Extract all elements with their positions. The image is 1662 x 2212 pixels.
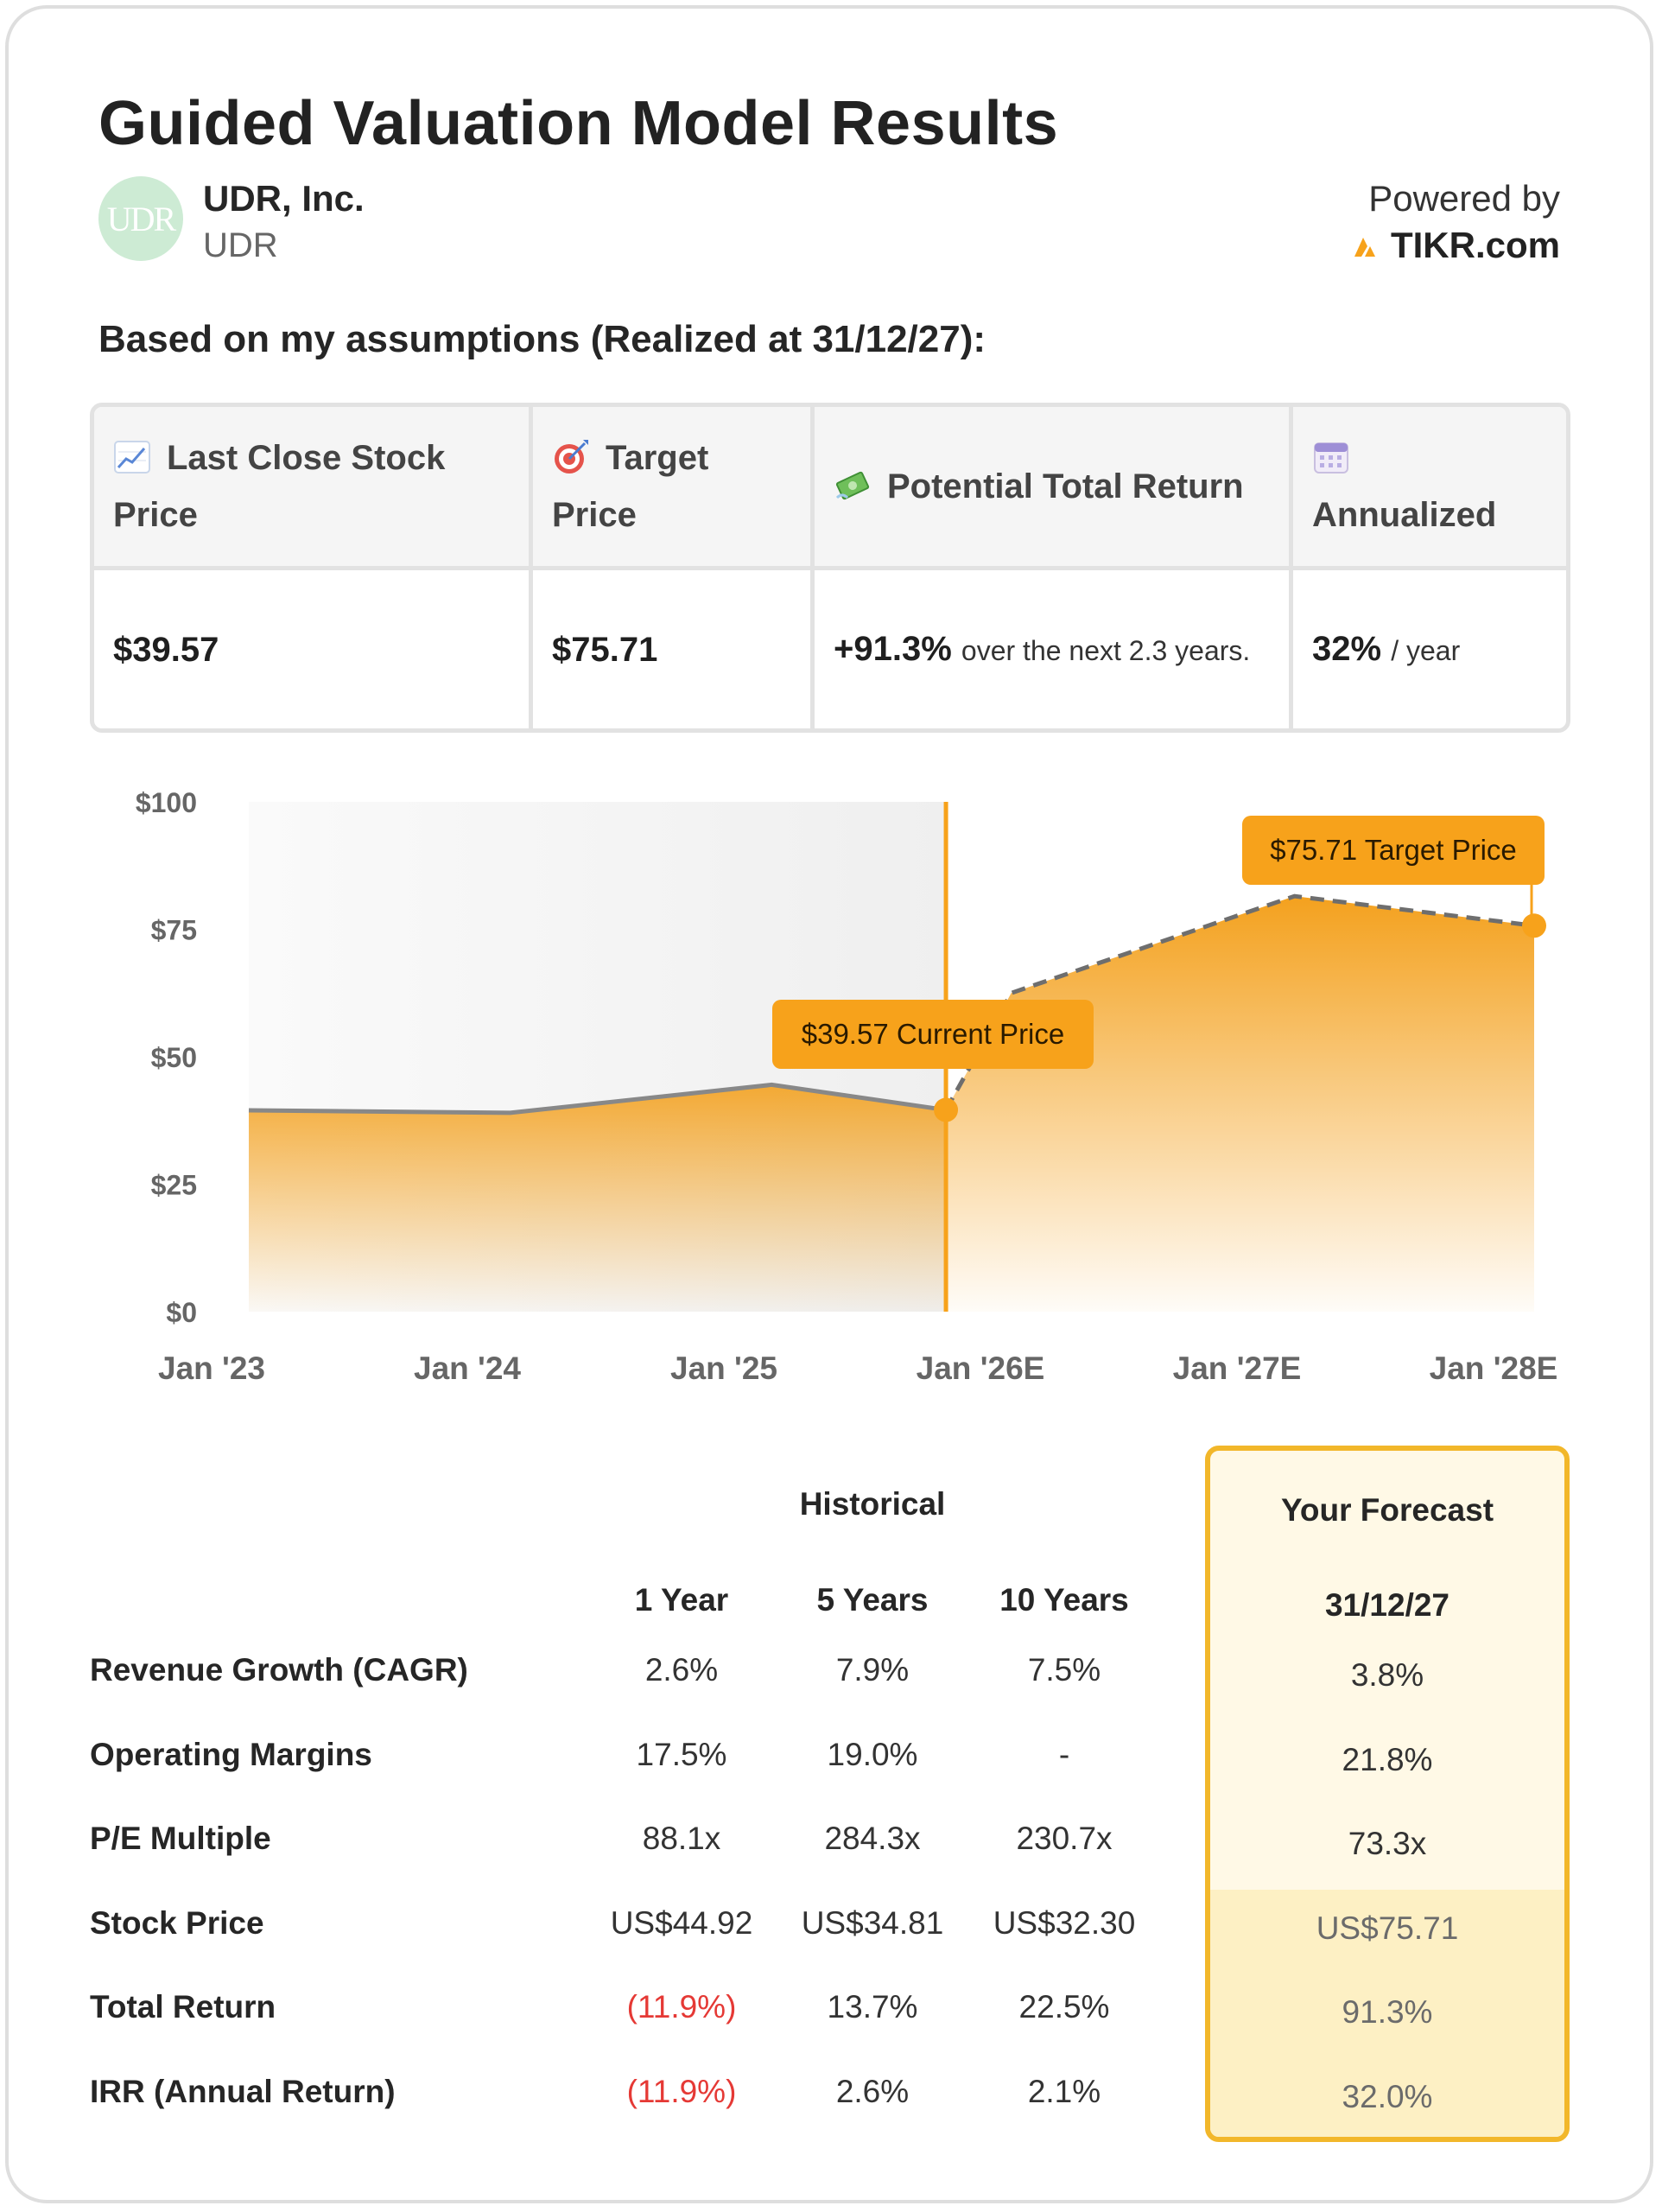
table-cell: 2.6% <box>644 1652 719 1688</box>
forecast-cell: 73.3x <box>1348 1826 1427 1861</box>
target-price-point <box>1522 913 1546 938</box>
summary-header-target-label: Target Price <box>552 439 709 534</box>
company-logo-text: UDR <box>106 199 176 238</box>
current-price-label-box <box>772 1000 1094 1069</box>
company-ticker: UDR <box>203 226 278 264</box>
annualized-unit: / year <box>1391 634 1461 666</box>
summary-header-last-close: Last Close Stock Price <box>94 407 533 570</box>
column-header: 10 Years <box>999 1582 1129 1618</box>
current-price-label: $39.57 Current Price <box>802 1018 1065 1050</box>
powered-by-label: Powered by <box>1368 178 1560 219</box>
target-price-value: $75.71 <box>533 570 815 728</box>
table-cell: 2.1% <box>1027 2073 1101 2109</box>
table-cell: 22.5% <box>1018 1989 1110 2024</box>
row-label: Revenue Growth (CAGR) <box>90 1652 468 1688</box>
y-tick-label: $50 <box>151 1042 197 1073</box>
assumptions-subtitle: Based on my assumptions (Realized at 31/… <box>98 318 986 360</box>
row-label: P/E Multiple <box>90 1821 271 1856</box>
summary-header-total-return: Potential Total Return <box>815 407 1293 570</box>
y-tick-label: $100 <box>136 787 197 818</box>
table-cell: 230.7x <box>1016 1821 1113 1856</box>
total-return-cell: +91.3% over the next 2.3 years. <box>815 570 1293 728</box>
table-cell: US$44.92 <box>610 1904 753 1941</box>
money-with-wings-icon <box>835 471 870 500</box>
y-tick-label: $25 <box>151 1170 197 1201</box>
column-header: 1 Year <box>634 1582 729 1618</box>
row-label: Stock Price <box>90 1904 264 1941</box>
forecast-panel-highlight <box>1210 1890 1564 2137</box>
y-tick-label: $0 <box>166 1297 197 1328</box>
table-cell: 19.0% <box>827 1736 918 1772</box>
row-label: Total Return <box>90 1989 276 2024</box>
forecast-cell: 91.3% <box>1342 1994 1433 2030</box>
forecast-date-header: 31/12/27 <box>1324 1587 1450 1623</box>
forecast-cell: 3.8% <box>1350 1657 1424 1693</box>
table-cell: US$32.30 <box>993 1904 1136 1941</box>
calendar-icon <box>1314 442 1348 474</box>
target-price-label-box <box>1242 816 1545 885</box>
powered-by-brand[interactable]: TIKR.com <box>1353 225 1560 266</box>
x-tick-label: Jan '24 <box>414 1351 521 1386</box>
forecast-header: Your Forecast <box>1280 1492 1494 1528</box>
forecast-cell: 32.0% <box>1342 2078 1433 2114</box>
summary-table: Last Close Stock Price Target Price Pote… <box>90 403 1570 733</box>
table-cell: - <box>1058 1736 1070 1772</box>
summary-header-annualized: Annualized <box>1293 407 1566 570</box>
price-chart-svg: $100 $75 $50 $25 $0 Jan '23 Jan '24 Jan '25 Jan … <box>136 787 1558 1386</box>
target-icon <box>555 440 588 474</box>
company-name: UDR, Inc. <box>203 178 365 219</box>
table-cell: 7.9% <box>835 1652 910 1688</box>
table-cell: 7.5% <box>1027 1652 1101 1688</box>
forecast-area <box>946 896 1534 1312</box>
table-cell: 13.7% <box>827 1989 918 2024</box>
row-label: IRR (Annual Return) <box>90 2073 396 2109</box>
summary-header-total-return-label: Potential Total Return <box>887 467 1244 505</box>
current-price-point <box>934 1097 959 1122</box>
forecast-panel <box>1205 1446 1570 2142</box>
summary-header-target: Target Price <box>533 407 815 570</box>
x-tick-label: Jan '25 <box>670 1351 777 1386</box>
table-cell: 88.1x <box>642 1821 721 1856</box>
total-return-text: over the next 2.3 years. <box>961 634 1251 666</box>
total-return-value: +91.3% <box>834 629 952 668</box>
table-cell: US$34.81 <box>801 1904 944 1941</box>
summary-header-annualized-label: Annualized <box>1312 496 1497 534</box>
company-logo: UDR <box>98 176 183 261</box>
table-cell: 2.6% <box>835 2073 910 2109</box>
table-cell: 284.3x <box>824 1821 921 1856</box>
y-tick-label: $75 <box>151 915 197 946</box>
x-tick-label: Jan '28E <box>1430 1351 1558 1386</box>
annualized-value: 32% <box>1312 629 1382 668</box>
price-chart: $100 $75 $50 $25 $0 Jan '23 Jan '24 Jan '25 Jan … <box>0 778 1662 1417</box>
historical-area <box>249 1084 947 1312</box>
historical-header: Historical <box>799 1486 946 1522</box>
table-cell: 17.5% <box>636 1736 727 1772</box>
row-label: Operating Margins <box>90 1736 372 1772</box>
chart-increasing-icon <box>114 441 150 474</box>
last-close-value: $39.57 <box>94 570 533 728</box>
table-cell: (11.9%) <box>626 2073 737 2109</box>
forecast-cell: US$75.71 <box>1316 1910 1459 1946</box>
page-title: Guided Valuation Model Results <box>98 89 1059 158</box>
forecast-cell: 21.8% <box>1342 1741 1433 1777</box>
table-cell: (11.9%) <box>626 1989 737 2024</box>
annualized-cell: 32% / year <box>1293 570 1566 728</box>
x-tick-label: Jan '26E <box>917 1351 1045 1386</box>
tikr-brand-text: TIKR.com <box>1390 225 1560 265</box>
x-tick-label: Jan '27E <box>1173 1351 1302 1386</box>
target-price-label: $75.71 Target Price <box>1270 834 1517 866</box>
tikr-logo-icon <box>1354 238 1375 257</box>
summary-header-last-close-label: Last Close Stock Price <box>113 439 446 534</box>
historical-line <box>248 1082 947 1116</box>
x-tick-label: Jan '23 <box>158 1351 265 1386</box>
column-header: 5 Years <box>816 1582 929 1618</box>
